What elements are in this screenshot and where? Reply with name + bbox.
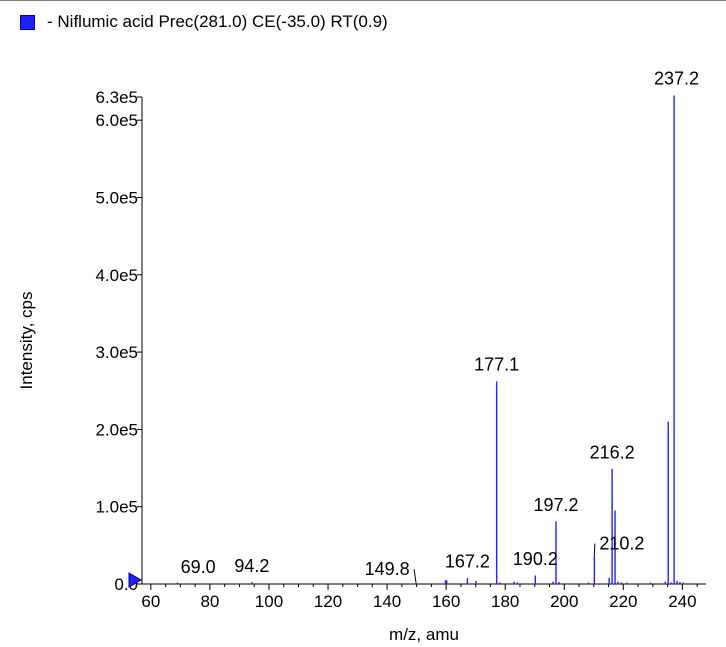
x-tick-label: 80 xyxy=(200,592,219,611)
x-tick-label: 240 xyxy=(668,592,696,611)
peak-label: 177.1 xyxy=(474,354,519,374)
top-border xyxy=(0,0,726,1)
origin-marker xyxy=(128,572,142,588)
x-tick-label: 220 xyxy=(609,592,637,611)
y-tick-label: 1.0e5 xyxy=(95,498,138,517)
peak-label: 149.8 xyxy=(365,559,410,579)
peak-label: 210.2 xyxy=(599,534,644,554)
y-tick-label: 5.0e5 xyxy=(95,188,138,207)
peak-label: 190.2 xyxy=(513,549,558,569)
peak-label: 216.2 xyxy=(590,442,635,462)
peak-labels: 69.0 94.2 149.8 167.2 177.1 190.2 197.2 210.2 21… xyxy=(181,68,699,583)
peak-label: 237.2 xyxy=(654,68,699,88)
x-tick-label: 60 xyxy=(141,592,160,611)
y-tick-label: 6.0e5 xyxy=(95,111,138,130)
x-tick-label: 120 xyxy=(314,592,342,611)
peak-label: 197.2 xyxy=(533,495,578,515)
peak-bars xyxy=(176,95,684,584)
y-axis-title: Intensity, cps xyxy=(17,292,36,390)
x-axis-title: m/z, amu xyxy=(389,625,459,644)
peak-label: 94.2 xyxy=(234,556,269,576)
y-tick-label: 4.0e5 xyxy=(95,266,138,285)
legend-text: - Niflumic acid Prec(281.0) CE(-35.0) RT… xyxy=(47,12,388,31)
x-tick-label: 140 xyxy=(373,592,401,611)
legend-swatch xyxy=(20,14,35,30)
y-tick-label: 2.0e5 xyxy=(95,420,138,439)
y-tick-label: 3.0e5 xyxy=(95,343,138,362)
x-tick-label: 180 xyxy=(491,592,519,611)
peak-label-leader xyxy=(413,569,417,583)
legend: - Niflumic acid Prec(281.0) CE(-35.0) RT… xyxy=(20,10,388,34)
x-tick-label: 200 xyxy=(550,592,578,611)
axes: 0.01.0e52.0e53.0e54.0e55.0e56.0e56.3e560… xyxy=(95,88,706,611)
peak-label: 167.2 xyxy=(445,551,490,571)
y-tick-label: 6.3e5 xyxy=(95,88,138,107)
peak-label: 69.0 xyxy=(181,557,216,577)
x-tick-label: 160 xyxy=(432,592,460,611)
x-tick-label: 100 xyxy=(255,592,283,611)
